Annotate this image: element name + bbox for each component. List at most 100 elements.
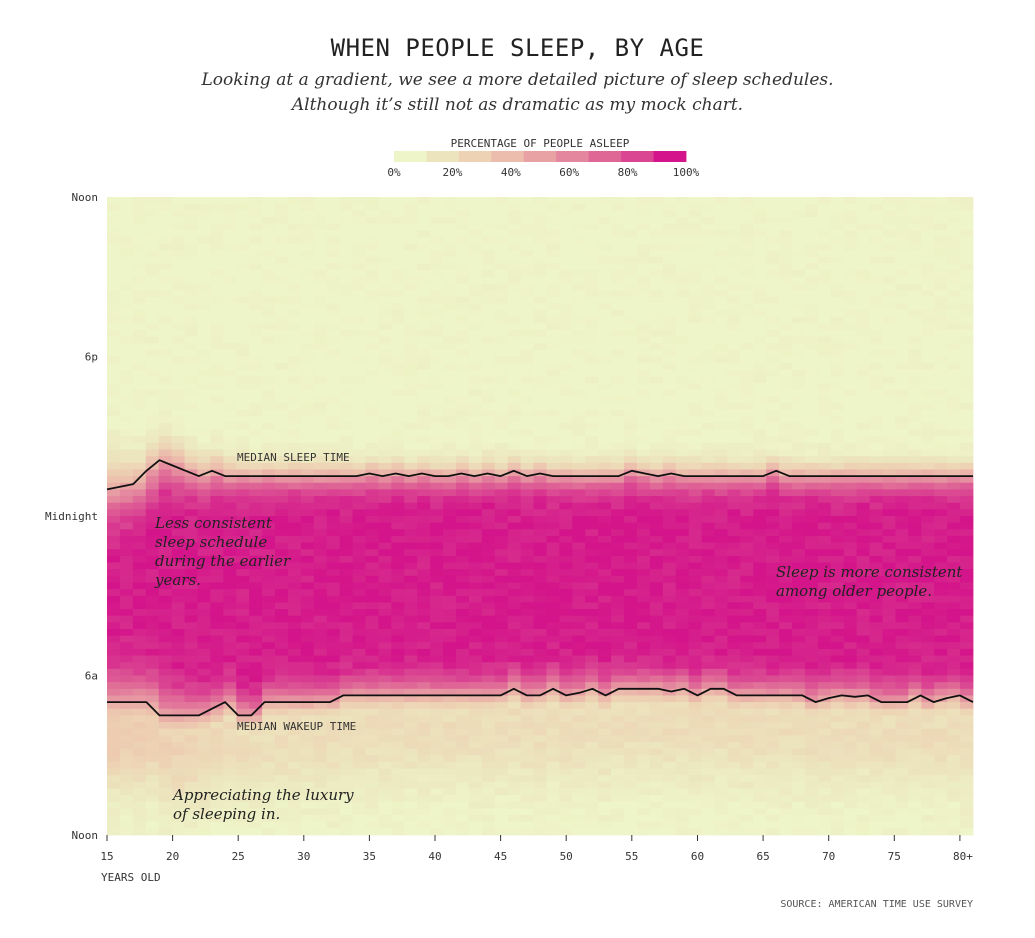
heatmap-cell [572, 236, 586, 244]
heatmap-cell [520, 449, 534, 457]
heatmap-cell [572, 436, 586, 444]
heatmap-cell [391, 575, 405, 583]
heatmap-cell [184, 516, 198, 524]
heatmap-cell [559, 635, 573, 643]
heatmap-cell [494, 442, 509, 450]
heatmap-cell [675, 768, 690, 776]
heatmap-cell [132, 316, 147, 324]
heatmap-cell [326, 223, 341, 231]
heatmap-cell [107, 403, 121, 411]
heatmap-cell [249, 635, 263, 643]
heatmap-cell [636, 761, 651, 769]
heatmap-cell [520, 223, 534, 231]
heatmap-cell [688, 223, 702, 231]
heatmap-cell [132, 682, 147, 690]
heatmap-cell [171, 482, 185, 490]
heatmap-cell [572, 456, 586, 464]
heatmap-cell [210, 761, 224, 769]
heatmap-cell [766, 589, 780, 597]
heatmap-cell [132, 250, 147, 258]
heatmap-cell [417, 602, 431, 610]
heatmap-cell [559, 309, 573, 318]
heatmap-cell [378, 642, 392, 650]
heatmap-cell [636, 436, 651, 444]
heatmap-cell [171, 682, 185, 690]
heatmap-cell [766, 602, 780, 610]
heatmap-cell [236, 788, 250, 796]
heatmap-cell [391, 589, 405, 597]
heatmap-cell [520, 655, 534, 663]
heatmap-cell [404, 429, 418, 437]
heatmap-cell [624, 768, 638, 776]
heatmap-cell [107, 788, 121, 796]
heatmap-cell [417, 815, 431, 823]
heatmap-cell [443, 276, 457, 284]
heatmap-cell [624, 482, 638, 490]
heatmap-cell [624, 356, 638, 364]
heatmap-cell [688, 230, 702, 238]
heatmap-cell [391, 496, 405, 504]
heatmap-cell [275, 668, 289, 676]
heatmap-cell [391, 210, 405, 218]
heatmap-cell [701, 529, 715, 537]
heatmap-cell [171, 622, 185, 630]
heatmap-cell [727, 815, 741, 823]
heatmap-cell [675, 516, 690, 524]
heatmap-cell [378, 396, 392, 404]
heatmap-cell [494, 768, 509, 776]
heatmap-cell [443, 270, 457, 278]
heatmap-cell [378, 256, 392, 264]
heatmap-cell [714, 529, 728, 537]
heatmap-cell [326, 582, 341, 590]
heatmap-cell [701, 635, 715, 643]
heatmap-cell [649, 688, 664, 696]
heatmap-cell [249, 349, 263, 357]
heatmap-cell [585, 828, 599, 836]
heatmap-cell [158, 449, 173, 457]
heatmap-cell [662, 197, 677, 205]
heatmap-cell [378, 482, 392, 490]
heatmap-cell [701, 828, 715, 836]
heatmap-cell [624, 369, 638, 377]
heatmap-cell [688, 482, 702, 490]
heatmap-cell [494, 675, 509, 683]
heatmap-cell [287, 276, 302, 284]
heatmap-cell [339, 775, 353, 783]
heatmap-cell [404, 336, 418, 344]
heatmap-cell [443, 356, 457, 364]
heatmap-cell [249, 582, 263, 590]
heatmap-cell [197, 422, 211, 431]
heatmap-cell [223, 828, 237, 836]
heatmap-cell [236, 555, 250, 563]
heatmap-cell [236, 648, 250, 656]
heatmap-cell [533, 589, 547, 597]
heatmap-cell [572, 628, 586, 637]
heatmap-cell [636, 535, 651, 543]
heatmap-cell [546, 549, 560, 557]
heatmap-cell [236, 722, 250, 730]
heatmap-cell [714, 516, 728, 524]
heatmap-cell [727, 376, 741, 384]
heatmap-cell [701, 675, 715, 683]
heatmap-cell [249, 781, 263, 789]
heatmap-cells [107, 197, 974, 836]
heatmap-cell [132, 263, 147, 271]
heatmap-cell [481, 316, 496, 324]
heatmap-cell [443, 768, 457, 776]
heatmap-cell [533, 828, 547, 836]
heatmap-cell [740, 290, 754, 298]
heatmap-cell [753, 775, 767, 783]
heatmap-cell [223, 662, 237, 670]
heatmap-cell [352, 349, 366, 357]
heatmap-cell [611, 496, 625, 504]
heatmap-cell [145, 775, 160, 783]
heatmap-cell [546, 801, 560, 809]
heatmap-cell [443, 502, 457, 510]
heatmap-cell [636, 642, 651, 650]
heatmap-cell [262, 469, 276, 477]
heatmap-cell [107, 628, 121, 637]
heatmap-cell [468, 715, 483, 723]
heatmap-cell [753, 768, 767, 776]
heatmap-cell [675, 828, 690, 836]
heatmap-cell [249, 735, 263, 743]
